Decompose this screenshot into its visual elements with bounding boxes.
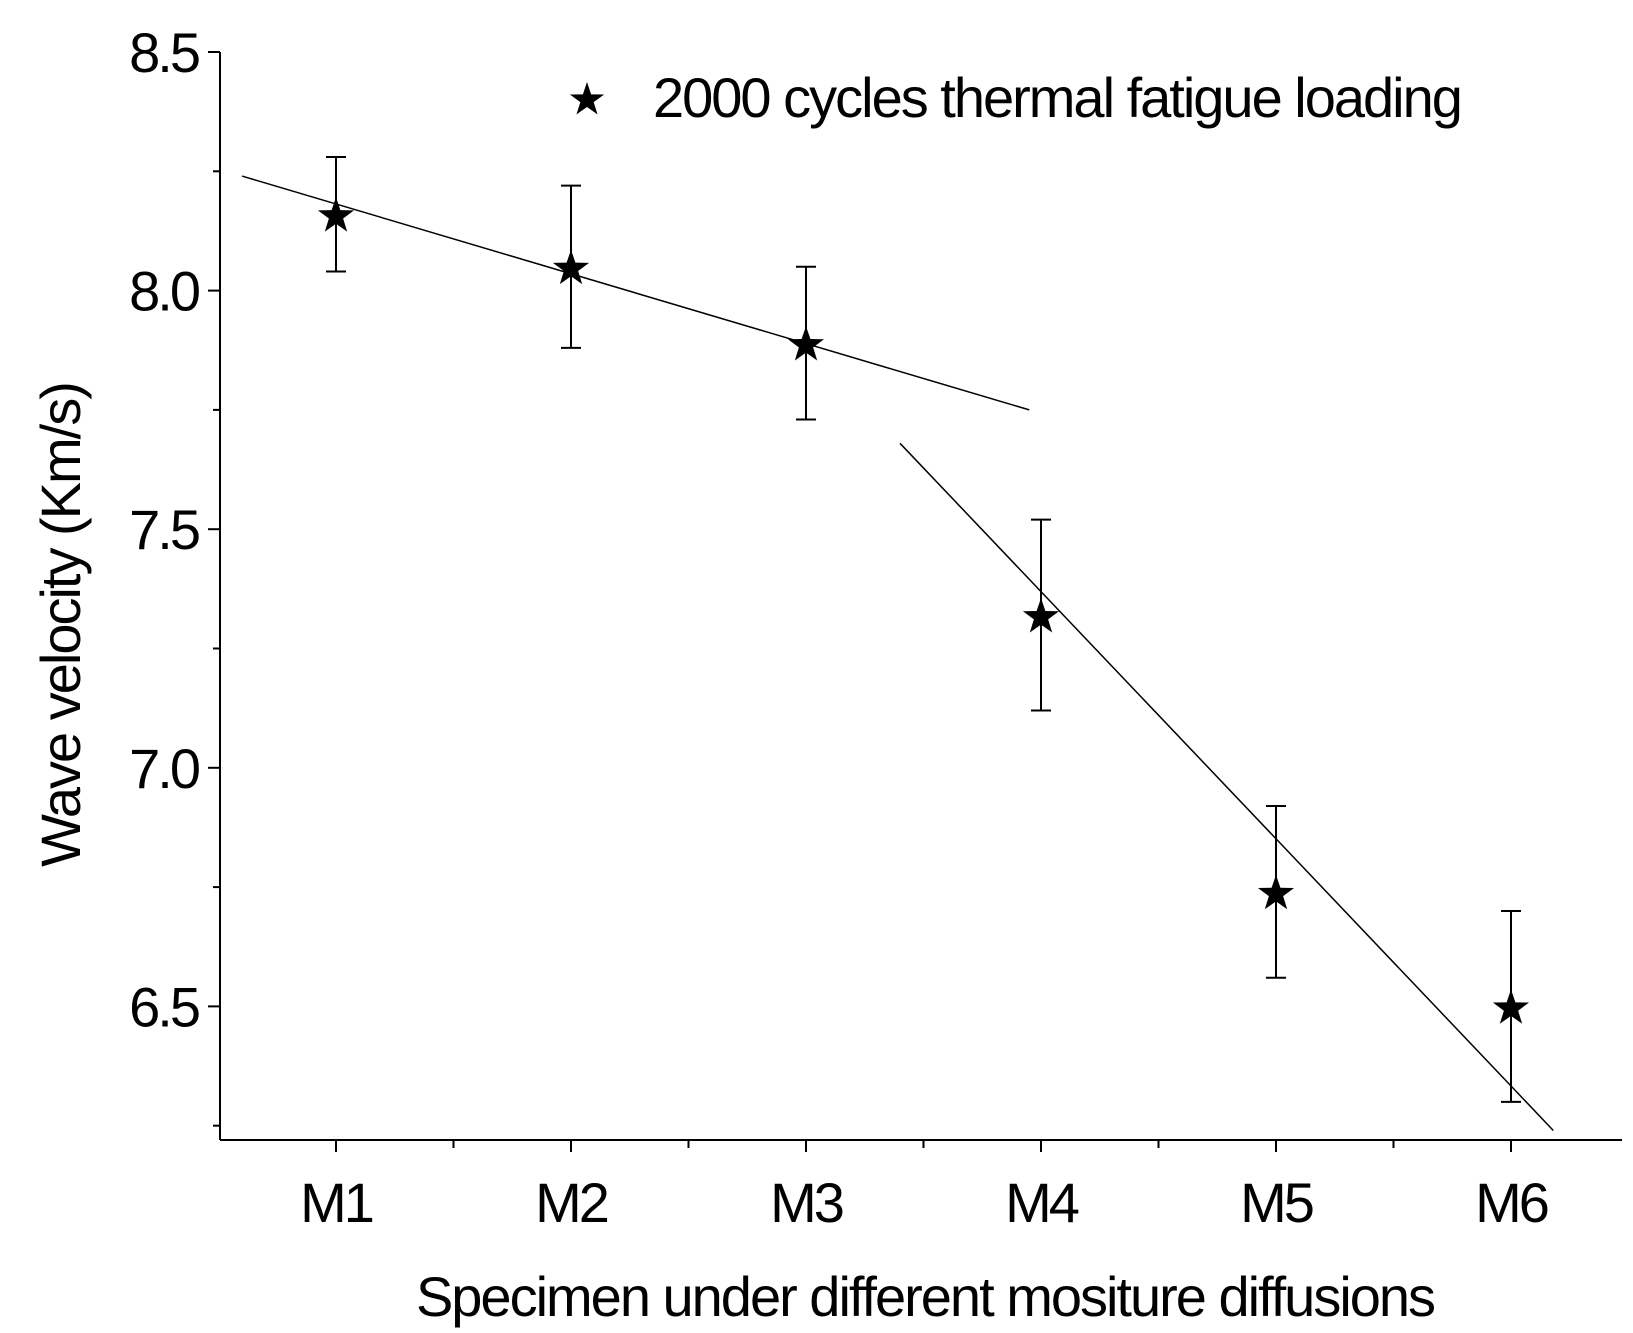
x-tick-label: M1 [300,1171,373,1234]
data-points [317,197,1530,1024]
x-tick-label: M6 [1475,1171,1548,1234]
data-point-star [1022,598,1060,633]
trend-lines [241,175,1554,1131]
x-tick-label: M5 [1240,1171,1313,1234]
y-axis-title: Wave velocity (Km/s) [29,383,92,867]
y-tick-label: 6.5 [129,975,199,1038]
x-tick-label: M4 [1005,1171,1079,1234]
legend-star-icon [569,82,605,115]
data-point-star [1492,989,1530,1024]
data-point-star [317,197,355,232]
data-point-star [552,249,590,285]
error-bars [326,155,1521,1103]
y-tick-label: 8.5 [129,21,199,84]
y-tick-label: 7.5 [129,498,199,561]
legend-label: 2000 cycles thermal fatigue loading [653,66,1461,129]
trend-line-2 [899,442,1554,1131]
data-point-star [787,326,825,361]
trend-line-1 [241,175,1030,411]
x-axis-title: Specimen under different mositure diffus… [416,1265,1434,1328]
x-tick-label: M2 [535,1171,608,1234]
x-tick-label: M3 [770,1171,843,1234]
data-point-star [1257,874,1295,910]
y-tick-label: 8.0 [129,260,199,323]
legend: 2000 cycles thermal fatigue loading [569,66,1463,129]
axes: 6.5 7.0 7.5 8.0 8.5 M1 M2 M3 M4 M5 M6 [129,21,1622,1234]
y-tick-label: 7.0 [129,737,199,800]
